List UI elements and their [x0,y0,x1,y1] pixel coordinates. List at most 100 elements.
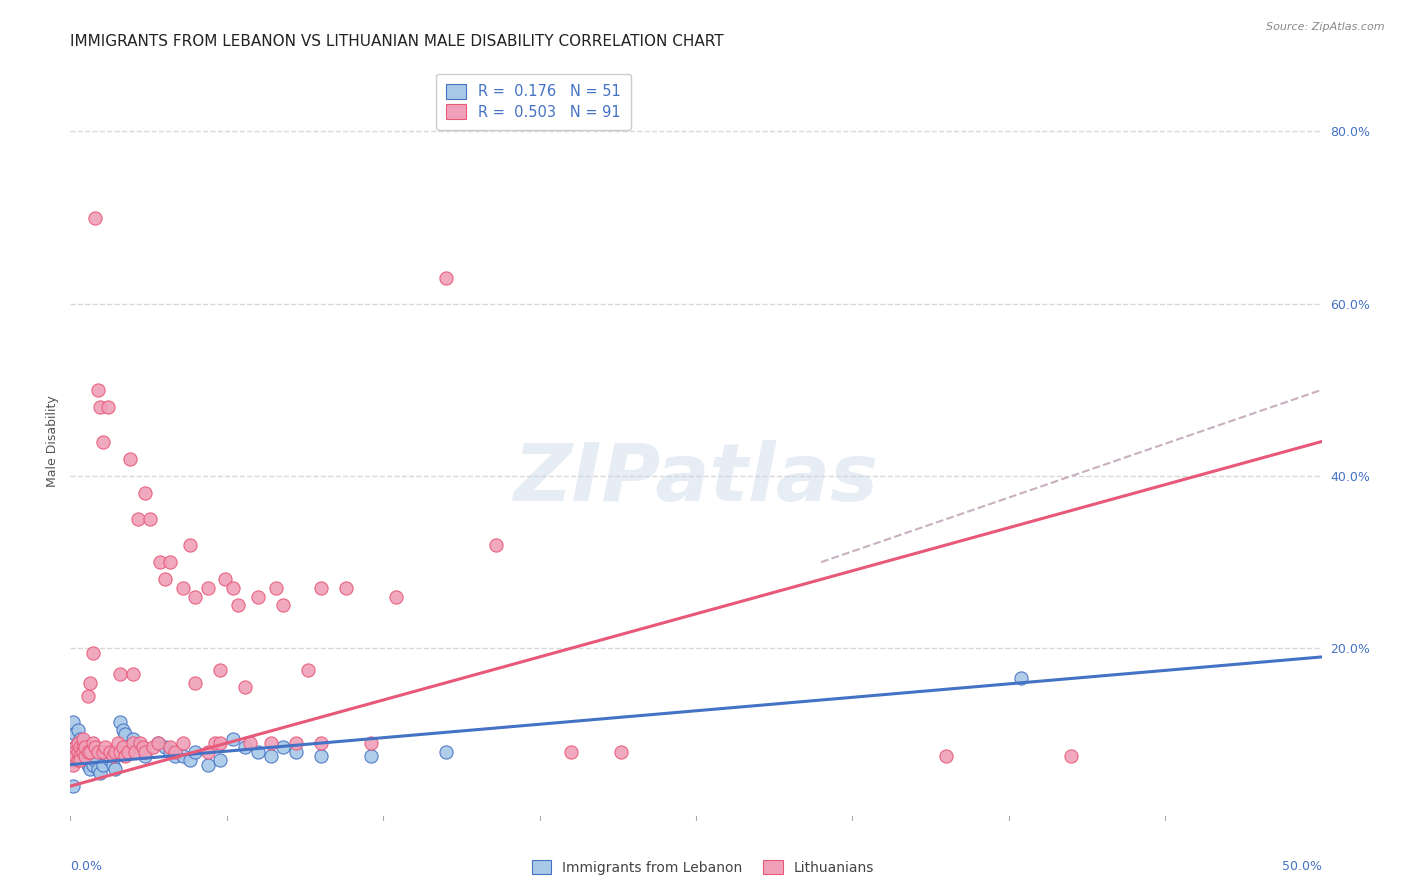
Point [209,736,232,750]
Point [114,749,136,764]
Point [209,663,232,677]
Point [76,745,98,759]
Point [226,599,249,613]
Point [384,590,406,604]
Point [172,749,194,764]
Point [111,723,134,738]
Point [197,757,219,772]
Point [76,757,98,772]
Point [360,736,382,750]
Point [91,434,114,449]
Point [259,749,281,764]
Point [75,749,97,764]
Point [159,740,181,755]
Point [110,714,132,729]
Point [65,740,87,755]
Point [117,745,139,759]
Text: 50.0%: 50.0% [1282,860,1322,872]
Point [110,667,132,681]
Point [62,714,84,729]
Point [179,538,201,552]
Point [129,736,152,750]
Point [222,581,245,595]
Point [155,573,177,587]
Point [247,745,270,759]
Point [72,736,94,750]
Point [165,749,187,764]
Point [172,736,194,750]
Point [146,736,169,750]
Point [76,689,98,703]
Point [62,757,84,772]
Point [264,581,287,595]
Point [121,667,145,681]
Point [259,736,281,750]
Point [155,740,177,755]
Point [434,745,457,759]
Point [159,555,181,569]
Point [271,740,294,755]
Point [197,581,219,595]
Point [179,753,201,767]
Point [97,400,120,414]
Point [82,736,104,750]
Point [165,745,187,759]
Point [247,590,270,604]
Point [104,745,127,759]
Point [91,757,114,772]
Point [127,740,149,755]
Point [134,749,156,764]
Point [172,581,194,595]
Point [197,745,219,759]
Point [87,745,110,759]
Point [111,740,134,755]
Point [134,745,156,759]
Point [204,736,226,750]
Point [79,675,101,690]
Point [271,599,294,613]
Point [62,753,84,767]
Point [104,762,127,776]
Point [214,573,236,587]
Point [184,675,207,690]
Point [101,757,124,772]
Point [297,663,319,677]
Point [97,749,120,764]
Point [935,749,957,764]
Point [485,538,508,552]
Point [84,740,107,755]
Point [132,740,155,755]
Point [360,749,382,764]
Point [82,646,104,660]
Point [72,740,94,755]
Point [87,762,110,776]
Point [209,753,232,767]
Text: 0.0%: 0.0% [70,860,103,872]
Point [84,753,107,767]
Point [69,753,91,767]
Point [98,753,121,767]
Point [79,745,101,759]
Point [1010,672,1032,686]
Point [107,736,129,750]
Point [66,736,89,750]
Point [72,731,94,746]
Point [560,745,582,759]
Text: Source: ZipAtlas.com: Source: ZipAtlas.com [1267,22,1385,32]
Point [124,745,146,759]
Point [82,757,104,772]
Point [79,749,101,764]
Text: IMMIGRANTS FROM LEBANON VS LITHUANIAN MALE DISABILITY CORRELATION CHART: IMMIGRANTS FROM LEBANON VS LITHUANIAN MA… [70,34,724,49]
Point [75,753,97,767]
Point [65,745,87,759]
Point [62,749,84,764]
Point [69,745,91,759]
Point [159,745,181,759]
Legend: Immigrants from Lebanon, Lithuanians: Immigrants from Lebanon, Lithuanians [526,855,880,880]
Point [87,383,110,397]
Point [284,745,307,759]
Point [235,680,257,694]
Point [89,400,111,414]
Point [121,731,145,746]
Point [94,745,117,759]
